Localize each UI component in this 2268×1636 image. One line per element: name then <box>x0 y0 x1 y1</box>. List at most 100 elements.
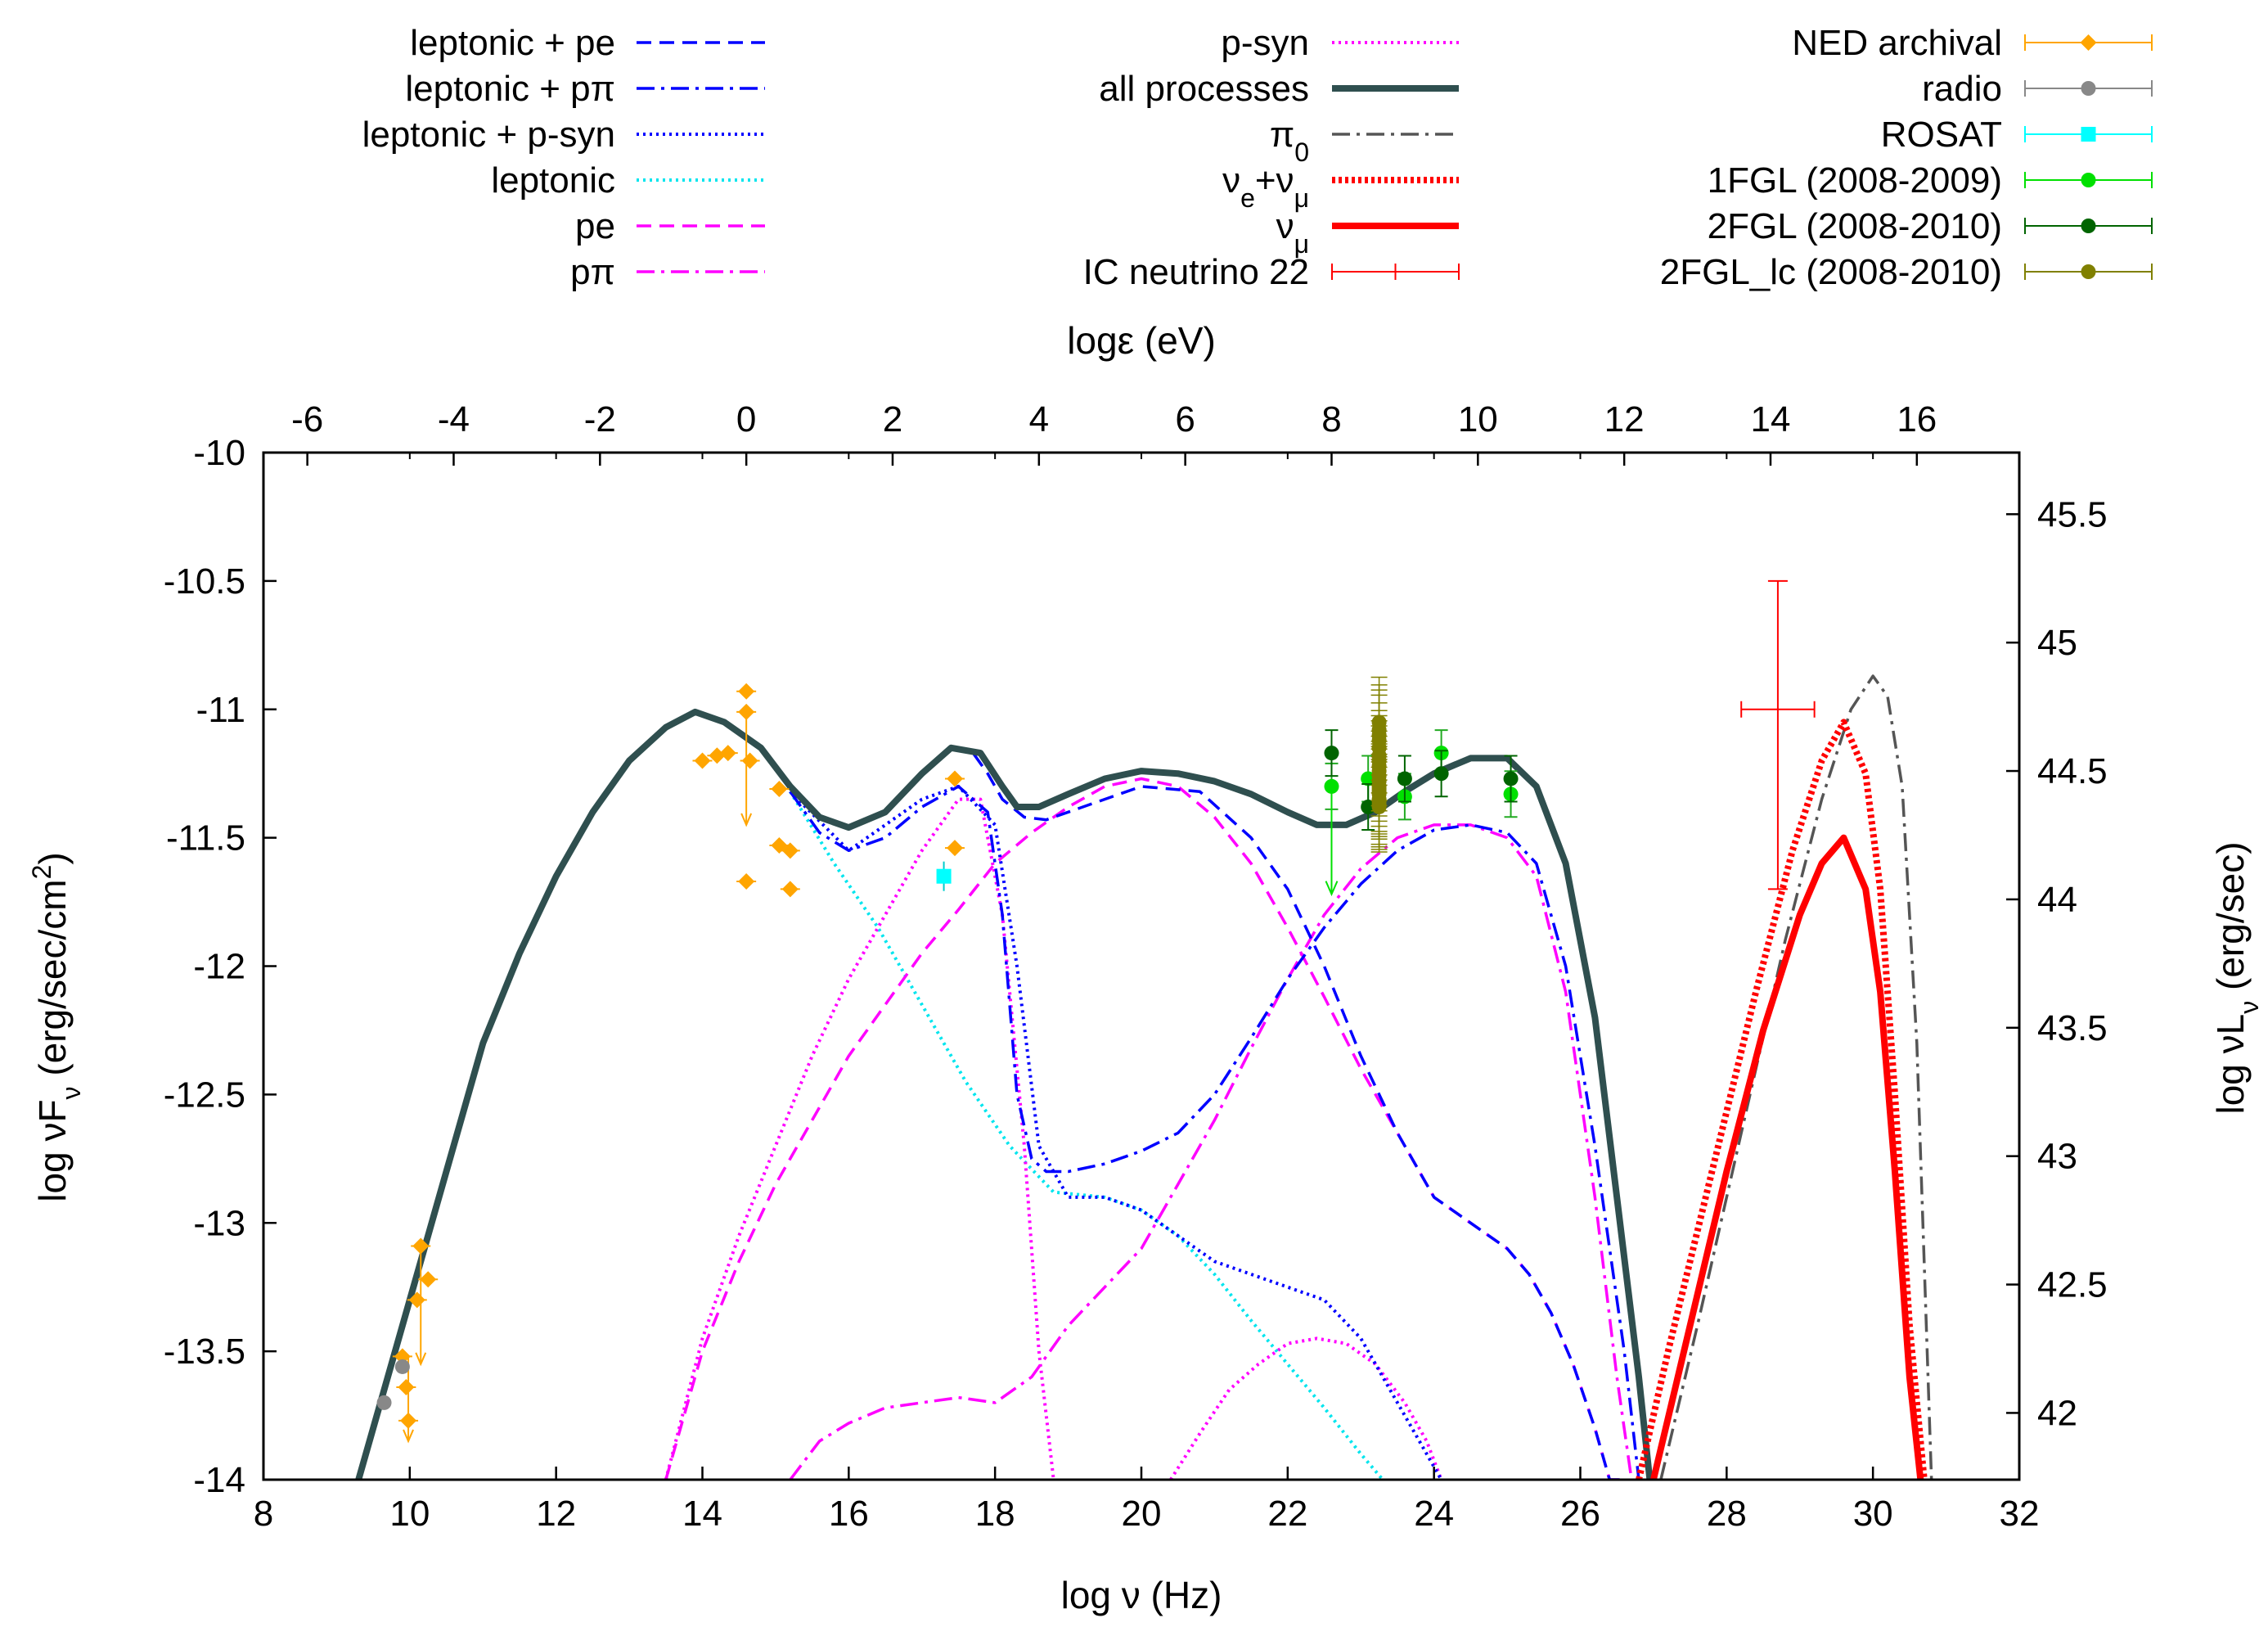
series-line-pe <box>664 777 1625 1480</box>
legend-sample-radio-marker <box>2081 81 2096 96</box>
ned-upper-limit-arrow <box>740 813 753 827</box>
y2-tick-label: 44 <box>2037 880 2077 920</box>
legend-sample-1fgl-2008-2009-marker <box>2081 173 2096 187</box>
x-tick-label: 18 <box>975 1494 1015 1534</box>
y-tick-label: -10.5 <box>164 561 245 602</box>
series-line- <box>1650 834 1924 1480</box>
series-layer <box>355 674 1933 1480</box>
y-axis-label: log νFν (erg/sec/cm2) <box>27 852 86 1201</box>
2fgl-2008-2010-point <box>1324 746 1339 761</box>
legend-label-1fgl-2008-2009: 1FGL (2008-2009) <box>1708 160 2002 201</box>
x-tick-label: 26 <box>1560 1494 1600 1534</box>
fermi-upper-limit-arrow <box>1325 881 1339 897</box>
ned-point <box>408 1291 425 1309</box>
x-tick-label: 10 <box>389 1494 430 1534</box>
legend-label-leptonic: leptonic <box>491 160 615 201</box>
x2-tick-label: 12 <box>1604 399 1645 439</box>
ned-point <box>398 1379 415 1396</box>
x-tick-label: 28 <box>1707 1494 1747 1534</box>
x-axis-label: log ν (Hz) <box>1061 1574 1222 1616</box>
x2-tick-label: 4 <box>1029 399 1049 439</box>
rosat-point <box>936 868 952 884</box>
x-tick-label: 16 <box>829 1494 869 1534</box>
ned-point <box>694 752 711 769</box>
legend-sample-rosat-marker <box>2081 127 2096 142</box>
legend-label-leptonic-p-syn: leptonic + p-syn <box>362 115 615 155</box>
radio-point <box>394 1359 410 1374</box>
ned-upper-limit-arrow <box>415 1352 427 1367</box>
ned-point <box>946 840 963 857</box>
legend-label-rosat: ROSAT <box>1881 115 2002 155</box>
series-line-p-syn-high <box>1169 1336 1443 1480</box>
x-tick-label: 20 <box>1122 1494 1162 1534</box>
x2-axis-label: logε (eV) <box>1067 319 1216 362</box>
legend-label-leptonic-pe: leptonic + pe <box>410 23 615 63</box>
y-tick-label: -10 <box>193 433 245 473</box>
x2-tick-label: 0 <box>736 399 756 439</box>
ned-upper-limit-arrow <box>403 1429 414 1444</box>
y-tick-label: -11.5 <box>166 818 245 859</box>
legend: leptonic + pe leptonic + pπ leptonic + p-s… <box>362 23 2153 292</box>
x2-tick-label: -2 <box>584 399 616 439</box>
x2-tick-label: 8 <box>1321 399 1341 439</box>
y-tick-label: -14 <box>193 1460 245 1500</box>
x-tick-label: 24 <box>1414 1494 1454 1534</box>
legend-sample-ned-archival-marker <box>2080 34 2097 51</box>
y2-tick-label: 43 <box>2037 1137 2077 1177</box>
y2-tick-label: 42 <box>2037 1393 2077 1433</box>
x2-tick-label: -4 <box>438 399 470 439</box>
legend-label-e: νe+νμ <box>1222 160 1309 213</box>
legend-label-: νμ <box>1276 206 1309 259</box>
ned-point <box>946 770 963 787</box>
series-line-all-processes <box>355 708 1654 1480</box>
ned-point <box>771 781 788 798</box>
series-line-p-syn <box>664 797 1055 1480</box>
x2-tick-label: 2 <box>883 399 902 439</box>
ned-point <box>719 745 736 762</box>
ned-point <box>738 683 755 700</box>
x2-tick-label: 6 <box>1175 399 1195 439</box>
2fgl-2008-2010-point <box>1433 766 1449 782</box>
points-layer <box>376 579 1816 1444</box>
y2-tick-label: 45 <box>2037 623 2077 663</box>
x2-tick-label: 10 <box>1458 399 1498 439</box>
series-line-p <box>789 823 1633 1480</box>
x-tick-label: 22 <box>1267 1494 1307 1534</box>
x-tick-label: 32 <box>2000 1494 2040 1534</box>
y2-tick-label: 45.5 <box>2037 494 2108 534</box>
ned-point <box>781 842 799 859</box>
radio-point <box>376 1395 392 1410</box>
legend-label-p: pπ <box>570 252 615 292</box>
legend-label-ic-neutrino-22: IC neutrino 22 <box>1083 252 1309 292</box>
ned-point <box>420 1271 437 1288</box>
ned-point <box>394 1348 411 1365</box>
series-line-leptonic-p-syn <box>789 784 1443 1480</box>
legend-sample-2fgl-2008-2010-marker <box>2081 219 2096 233</box>
y-tick-label: -11 <box>196 690 245 730</box>
x-tick-label: 8 <box>254 1494 273 1534</box>
y-tick-label: -13 <box>193 1203 245 1243</box>
series-line-leptonic-pe <box>789 746 1625 1480</box>
series-line-0 <box>1659 674 1933 1480</box>
legend-sample-2fgl-lc-2008-2010-marker <box>2081 264 2096 279</box>
legend-label-2fgl-2008-2010: 2FGL (2008-2010) <box>1708 206 2002 246</box>
lc-point <box>1371 799 1387 814</box>
x-tick-label: 12 <box>536 1494 576 1534</box>
legend-label-0: π0 <box>1270 115 1309 167</box>
ned-point <box>709 747 726 764</box>
y-tick-label: -12.5 <box>164 1075 245 1115</box>
legend-label-all-processes: all processes <box>1099 69 1309 109</box>
y-tick-label: -12 <box>193 947 245 987</box>
legend-label-pe: pe <box>575 206 615 246</box>
y2-tick-label: 44.5 <box>2037 751 2108 791</box>
x2-tick-label: 14 <box>1751 399 1791 439</box>
legend-label-leptonic-p: leptonic + pπ <box>405 69 615 109</box>
legend-label-radio: radio <box>1922 69 2002 109</box>
legend-label-2fgl-lc-2008-2010: 2FGL_lc (2008-2010) <box>1660 252 2002 292</box>
x-tick-label: 14 <box>682 1494 722 1534</box>
2fgl-2008-2010-point <box>1397 771 1412 786</box>
legend-label-p-syn: p-syn <box>1221 23 1309 63</box>
series-line-leptonic-p <box>789 785 1640 1480</box>
ned-point <box>738 872 755 890</box>
